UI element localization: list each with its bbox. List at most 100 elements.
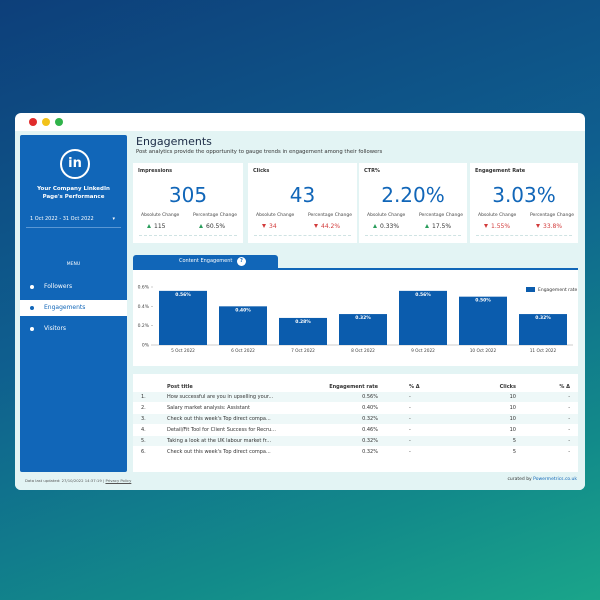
kpi-divider	[254, 235, 351, 236]
table-cell: 10	[509, 394, 516, 400]
kpi-pct-change: 33.8%	[536, 223, 562, 230]
date-range-text: 1 Oct 2022 - 31 Oct 2022	[30, 216, 94, 222]
window-dot	[29, 118, 37, 126]
column-header[interactable]: % Δ	[409, 384, 420, 390]
bar	[459, 296, 507, 345]
kpi-title: CTR%	[364, 168, 380, 174]
browser-window: in Your Company LinkedIn Page's Performa…	[15, 113, 585, 490]
x-tick-label: 9 Oct 2022	[411, 348, 435, 354]
table-row[interactable]: 4. Detail/Fit Tool for Client Success for…	[133, 425, 578, 435]
table-cell: 0.32%	[362, 438, 378, 444]
column-header[interactable]: Clicks	[499, 384, 516, 390]
table-cell: 3.	[141, 416, 146, 422]
table-cell: 6.	[141, 449, 146, 455]
table-cell: 0.46%	[362, 427, 378, 433]
table-cell: 4.	[141, 427, 146, 433]
kpi-divider	[476, 235, 572, 236]
table-cell: 5	[512, 449, 516, 455]
kpi-pct-label: Percentage Change	[419, 213, 463, 218]
menu-item[interactable]: Engagements	[20, 300, 127, 316]
kpi-pct-label: Percentage Change	[530, 213, 574, 218]
kpi-card: Engagement Rate 3.03% Absolute Change Perce…	[470, 163, 578, 243]
chart-panel: 0% 0.2% 0.4% 0.6% 0.56% 0.40% 0.28% 0.32% 0.56% 0…	[133, 270, 578, 366]
window-dot	[55, 118, 63, 126]
bar	[159, 290, 207, 345]
table-cell: 10	[509, 427, 516, 433]
bar-chart: 0% 0.2% 0.4% 0.6% 0.56% 0.40% 0.28% 0.32% 0.56% 0…	[138, 285, 578, 355]
privacy-link[interactable]: Privacy Policy	[105, 478, 132, 483]
menu-item[interactable]: Visitors	[20, 321, 127, 337]
y-tick-label: 0.4%	[138, 304, 150, 310]
table-cell: -	[409, 405, 411, 411]
menu-label: Visitors	[44, 325, 67, 332]
table-cell: 0.32%	[362, 449, 378, 455]
kpi-value: 2.20%	[381, 183, 445, 207]
kpi-value: 305	[168, 183, 208, 207]
footer-right: curated by Powermetrics.co.uk	[507, 477, 577, 482]
kpi-abs-change: 0.33%	[373, 223, 399, 230]
sidebar: in Your Company LinkedIn Page's Performa…	[20, 135, 127, 472]
page-title: Engagements	[136, 135, 212, 148]
x-tick-label: 10 Oct 2022	[470, 348, 497, 354]
y-tick-label: 0%	[142, 343, 150, 349]
curated-by[interactable]: Powermetrics.co.uk	[533, 477, 577, 482]
table-cell: Taking a look at the UK labour market fr…	[167, 438, 272, 444]
page-subtitle: Post analytics provide the opportunity t…	[136, 149, 383, 155]
tab[interactable]: Content Engagement ?	[133, 255, 278, 268]
kpi-pct-change: 17.5%	[425, 223, 451, 230]
table-cell: -	[568, 416, 570, 422]
dashboard: in Your Company LinkedIn Page's Performa…	[15, 131, 585, 490]
column-header[interactable]: Post title	[167, 384, 193, 390]
table-cell: How successful are you in upselling your…	[167, 394, 274, 400]
menu-label: Engagements	[44, 304, 86, 311]
table-cell: -	[409, 449, 411, 455]
kpi-value: 43	[289, 183, 316, 207]
table-cell: 5.	[141, 438, 146, 444]
curated-prefix: curated by	[507, 477, 532, 482]
table-row[interactable]: 1. How successful are you in upselling yo…	[133, 392, 578, 402]
menu-item[interactable]: Followers	[20, 279, 127, 295]
value-label: 0.56%	[415, 292, 431, 298]
table-cell: -	[409, 394, 411, 400]
table-cell: 10	[509, 405, 516, 411]
kpi-pct-label: Percentage Change	[193, 213, 237, 218]
table-cell: -	[568, 427, 570, 433]
table-row[interactable]: 5. Taking a look at the UK labour market …	[133, 436, 578, 446]
table-cell: 0.40%	[362, 405, 378, 411]
window-dot	[42, 118, 50, 126]
kpi-title: Engagement Rate	[475, 168, 526, 174]
table-row[interactable]: 2. Salary market analysis: Assistant 0.40%…	[133, 403, 578, 413]
column-header[interactable]: % Δ	[559, 384, 570, 390]
tab-underline	[133, 268, 578, 270]
company-title: Your Company LinkedIn Page's Performance	[37, 186, 110, 200]
date-range[interactable]: 1 Oct 2022 - 31 Oct 2022 ▾	[26, 211, 121, 228]
value-label: 0.32%	[355, 315, 371, 321]
table-cell: -	[409, 438, 411, 444]
table-cell: Salary market analysis: Assistant	[167, 405, 250, 411]
column-header[interactable]: Engagement rate	[329, 384, 378, 390]
footer-left: Data last updated: 27/10/2022 14:37:19 |…	[25, 478, 132, 483]
value-label: 0.28%	[295, 319, 311, 325]
table-cell: Detail/Fit Tool for Client Success for R…	[167, 427, 276, 433]
table-cell: -	[568, 394, 570, 400]
kpi-abs-label: Absolute Change	[141, 213, 180, 218]
updated-text: Data last updated: 27/10/2022 14:37:19	[25, 478, 102, 483]
table-cell: -	[568, 438, 570, 444]
help-icon[interactable]: ?	[237, 257, 246, 266]
kpi-divider	[139, 235, 237, 236]
legend-label: Engagement rate	[538, 287, 578, 293]
menu-label: Followers	[44, 283, 73, 290]
kpi-abs-change: 1.55%	[484, 223, 510, 230]
x-tick-label: 7 Oct 2022	[291, 348, 315, 354]
kpi-divider	[365, 235, 461, 236]
table-cell: -	[568, 405, 570, 411]
kpi-abs-label: Absolute Change	[367, 213, 406, 218]
kpi-abs-label: Absolute Change	[256, 213, 295, 218]
table-row[interactable]: 3. Check out this week's Top direct compa…	[133, 414, 578, 424]
table-cell: 0.56%	[362, 394, 378, 400]
table-cell: Check out this week's Top direct compa..…	[167, 449, 271, 455]
value-label: 0.56%	[175, 292, 191, 298]
table-row[interactable]: 6. Check out this week's Top direct compa…	[133, 447, 578, 457]
menu-label: MENU	[66, 262, 81, 267]
